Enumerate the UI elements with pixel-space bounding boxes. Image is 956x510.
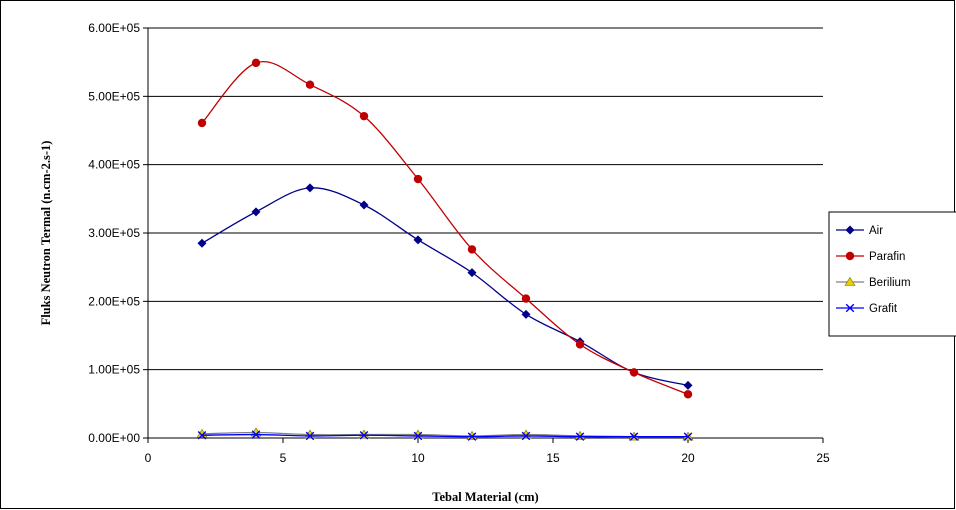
y-tick-label: 6.00E+05 [88, 21, 140, 35]
legend-marker [845, 225, 855, 235]
marker-stroke [575, 432, 585, 441]
data-point-grafit [359, 430, 369, 440]
data-point-parafin [305, 80, 315, 89]
marker-stroke [683, 432, 693, 441]
y-tick-label: 2.00E+05 [88, 294, 140, 308]
y-tick-label: 5.00E+05 [88, 89, 140, 103]
legend-marker [844, 276, 856, 286]
legend-label: Berilium [869, 277, 911, 289]
data-point-grafit [521, 431, 531, 441]
legend-marker [845, 303, 855, 313]
series-line-grafit [201, 433, 688, 438]
data-point-grafit [629, 432, 639, 441]
marker-stroke [359, 430, 369, 440]
data-point-berilium [466, 430, 478, 440]
x-axis-ticks: 0 5 10 15 20 25 [145, 438, 830, 465]
legend-marker [845, 251, 855, 261]
legend: Air Parafin Berilium Grafit [828, 211, 956, 337]
x-tick-label: 5 [280, 451, 287, 465]
y-tick-label: 1.00E+05 [88, 363, 140, 377]
x-tick-label: 0 [145, 451, 152, 465]
data-point-berilium [358, 429, 370, 439]
data-point-grafit [197, 430, 207, 440]
legend-item-air: Air [836, 225, 883, 237]
data-point-grafit [305, 431, 315, 441]
data-point-parafin [197, 118, 207, 128]
series-grafit [197, 430, 693, 441]
data-point-air [197, 238, 207, 248]
series-parafin [197, 58, 693, 399]
marker-stroke [521, 431, 531, 441]
data-point-parafin [629, 368, 639, 377]
legend-label: Air [869, 225, 883, 237]
series-line-air [201, 187, 689, 387]
marker-stroke [197, 430, 207, 440]
data-point-air [467, 268, 477, 278]
y-tick-label: 0.00E+00 [88, 431, 140, 445]
data-point-parafin [251, 58, 261, 68]
data-point-grafit [467, 432, 477, 441]
data-point-parafin [413, 174, 423, 184]
plot-area [147, 27, 823, 439]
x-tick-label: 10 [411, 451, 425, 465]
legend-item-parafin: Parafin [836, 251, 905, 263]
data-point-parafin [359, 111, 369, 121]
marker-stroke [467, 432, 477, 441]
data-point-air [413, 235, 423, 245]
series-layer [196, 58, 694, 441]
data-point-air [683, 380, 693, 390]
marker-stroke [629, 432, 639, 441]
x-tick-label: 15 [546, 451, 560, 465]
data-point-grafit [683, 432, 693, 441]
y-tick-label: 4.00E+05 [88, 158, 140, 172]
legend-item-berilium: Berilium [836, 276, 911, 289]
marker-stroke [413, 431, 423, 441]
x-tick-label: 20 [681, 451, 695, 465]
y-axis-ticks: 0.00E+00 1.00E+05 2.00E+05 3.00E+05 4.00E+05… [88, 21, 148, 445]
y-tick-label: 3.00E+05 [88, 226, 140, 240]
data-point-air [251, 207, 261, 217]
data-point-parafin [467, 245, 477, 254]
data-point-air [359, 200, 369, 210]
data-point-grafit [251, 430, 261, 439]
marker-stroke [251, 430, 261, 439]
series-line-parafin [201, 60, 689, 395]
data-point-parafin [521, 294, 531, 303]
data-point-parafin [575, 340, 585, 349]
y-axis-title: Fluks Neutron Termal (n.cm-2.s-1) [39, 141, 53, 326]
data-point-air [521, 309, 531, 319]
data-point-grafit [575, 432, 585, 441]
marker-stroke [845, 303, 855, 313]
data-point-air [305, 183, 315, 193]
legend-item-grafit: Grafit [836, 303, 898, 315]
marker-stroke [305, 431, 315, 441]
data-point-parafin [683, 390, 693, 399]
data-point-grafit [413, 431, 423, 441]
data-point-berilium [574, 430, 586, 440]
legend-label: Parafin [869, 251, 905, 263]
x-axis-title: Tebal Material (cm) [432, 490, 538, 504]
x-tick-label: 25 [816, 451, 830, 465]
legend-label: Grafit [869, 303, 898, 315]
